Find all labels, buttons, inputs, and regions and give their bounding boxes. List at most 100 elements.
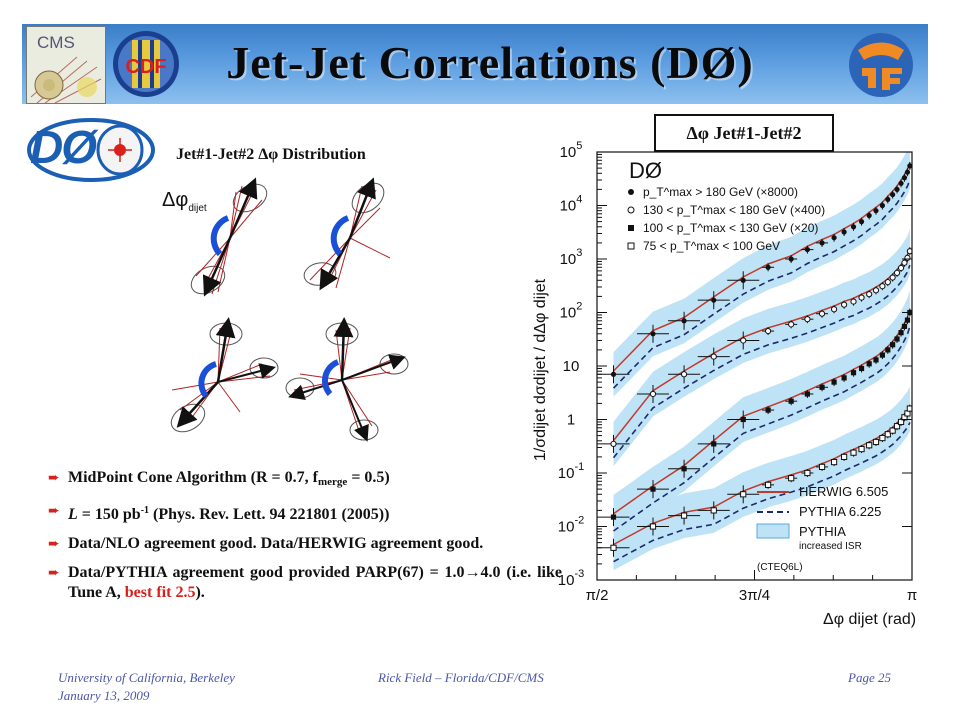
footer-page: Page 25 (848, 670, 891, 685)
data-point (764, 481, 772, 488)
dijet-event-4 (285, 317, 409, 442)
slide-title: Jet-Jet Correlations (DØ) (226, 37, 754, 88)
arrow-bullet-icon: ➨ (48, 503, 60, 519)
bullet-text: MidPoint Cone Algorithm (R = 0.7, f (68, 469, 318, 486)
dijet-delta-phi-diagram: Δφdijet (162, 177, 409, 442)
data-point (788, 398, 794, 404)
data-point (904, 254, 911, 261)
data-point (804, 469, 811, 477)
y-axis-label: 1/σdijet dσdijet / dΔφ dijet (532, 278, 549, 461)
chart-box-label: Δφ Jet#1-Jet#2 (654, 114, 834, 152)
experiment-label: DØ (629, 158, 662, 183)
d0-logo: DØ (24, 114, 158, 184)
legend-label: HERWIG 6.505 (799, 484, 888, 499)
y-tick-label: 103 (560, 247, 583, 268)
data-point (840, 301, 848, 308)
data-point (879, 434, 886, 442)
data-point (872, 287, 880, 294)
y-tick-label: 10 (563, 358, 580, 375)
data-point (889, 427, 896, 434)
data-point (889, 274, 896, 281)
arrow-bullet-icon: ➨ (48, 536, 60, 552)
data-point (850, 224, 857, 230)
data-point (841, 375, 847, 381)
arrow-bullet-icon: ➨ (48, 565, 60, 581)
bullet-text: (Phys. Rev. Lett. 94 221801 (2005)) (149, 506, 390, 523)
data-point (818, 310, 826, 317)
data-point (850, 449, 857, 456)
data-point (898, 330, 904, 336)
data-point (788, 321, 795, 328)
data-point (893, 423, 901, 430)
data-point (866, 361, 872, 367)
bullet-item: ➨ Data/NLO agreement good. Data/HERWIG a… (48, 534, 562, 554)
data-point (711, 441, 717, 447)
legend-label: p_T^max > 180 GeV (×8000) (643, 185, 798, 199)
d0-logo-text: DØ (30, 121, 97, 173)
pythia-isr-band (613, 386, 910, 571)
data-point (898, 180, 904, 186)
x-tick-label: π (907, 587, 917, 604)
data-point (764, 327, 772, 335)
data-point (649, 390, 657, 398)
data-point (885, 347, 891, 353)
data-point (830, 458, 838, 466)
data-point (610, 544, 617, 551)
legend-label: PYTHIA 6.225 (799, 504, 881, 519)
pdf-note: (CTEQ6L) (757, 562, 803, 573)
data-point (610, 440, 617, 447)
legend-marker (627, 206, 635, 214)
data-point (765, 407, 771, 413)
data-point (765, 264, 771, 270)
pythia-curve (613, 422, 911, 563)
data-point (884, 279, 891, 286)
pythia-isr-band (613, 229, 910, 467)
data-point (897, 418, 905, 426)
data-point (890, 191, 896, 198)
data-point (830, 306, 838, 313)
data-point (681, 466, 687, 472)
bullet-item: ➨ L = 150 pb-1 (Phys. Rev. Lett. 94 2218… (48, 501, 562, 525)
plot-area (597, 152, 912, 571)
dijet-event-2 (303, 177, 391, 291)
x-tick-label: π/2 (586, 587, 609, 604)
data-point (879, 283, 886, 290)
cdf-logo-graphic (113, 31, 179, 97)
data-point (858, 445, 865, 453)
data-point (818, 463, 826, 471)
data-point (831, 235, 837, 241)
legend-label: 100 < p_T^max < 130 GeV (×20) (643, 221, 818, 235)
data-point (866, 442, 873, 449)
x-axis-label: Δφ dijet (rad) (823, 611, 916, 628)
bullet-text: = 150 pb (77, 506, 141, 523)
diagram-label: Δφdijet (162, 189, 207, 214)
cdf-logo: CDF (108, 28, 184, 100)
pythia-curve (612, 179, 911, 389)
footer-date: January 13, 2009 (58, 688, 150, 703)
x-tick-label: 3π/4 (739, 587, 770, 604)
data-point (610, 371, 617, 377)
uf-logo (846, 30, 916, 100)
legend-marker (628, 225, 634, 231)
dijet-event-1 (190, 177, 268, 297)
legend-label: 130 < p_T^max < 180 GeV (×400) (643, 203, 825, 217)
y-tick-label: 102 (560, 301, 583, 322)
footer-author: Rick Field – Florida/CDF/CMS (378, 670, 544, 685)
data-point (879, 352, 886, 358)
bullet-subscript: merge (318, 476, 348, 488)
data-point (884, 431, 891, 438)
data-point (904, 169, 911, 175)
data-point (885, 196, 891, 203)
footer-institution: University of California, Berkeley (58, 670, 235, 685)
bullet-text: ). (195, 584, 205, 601)
data-point (680, 512, 688, 519)
pythia-curve (612, 264, 911, 459)
pythia-isr-band (613, 290, 910, 540)
data-point (901, 323, 908, 329)
data-point (858, 365, 865, 372)
legend-marker (627, 242, 635, 250)
bullet-text: = 0.5) (347, 469, 390, 486)
data-point (649, 523, 657, 530)
cms-detector-graphic (27, 27, 105, 103)
data-point (894, 336, 900, 342)
